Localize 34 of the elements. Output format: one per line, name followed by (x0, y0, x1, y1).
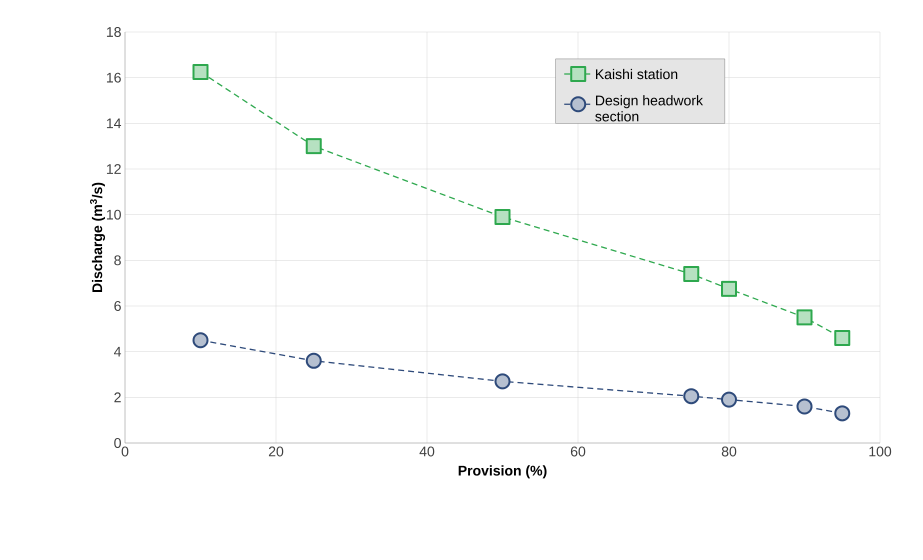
point (306, 352, 322, 369)
x-tick-label: 60 (570, 446, 586, 456)
point (306, 138, 322, 154)
point (834, 330, 850, 346)
y-tick-label: 0 (114, 438, 121, 448)
point (834, 405, 850, 422)
point (721, 392, 738, 408)
point (494, 208, 511, 225)
x-axis-title: Provision (%) (458, 465, 547, 478)
y-tick-label: 12 (106, 164, 121, 174)
y-axis-title: Discharge (m$^{3}$/s) (90, 182, 106, 292)
y-tick-label: 18 (106, 27, 121, 37)
point (683, 266, 700, 282)
y-tick-label: 4 (114, 346, 122, 356)
point (192, 64, 209, 80)
y-tick-label: 16 (106, 72, 121, 83)
x-tick-label: 100 (869, 446, 892, 456)
y-tick-label: 14 (106, 118, 122, 128)
y-tick-label: 2 (114, 392, 121, 402)
point (796, 309, 813, 326)
x-tick-label: 0 (122, 446, 128, 456)
y-tick-label: 10 (106, 210, 121, 220)
point (796, 398, 813, 414)
y-tick-label: 8 (114, 255, 121, 266)
x-tick-label: 80 (722, 446, 736, 456)
x-tick-label: 40 (420, 446, 434, 456)
point (683, 388, 700, 404)
x-tick-label: 20 (268, 446, 284, 456)
y-tick-label: 6 (114, 301, 121, 311)
point (192, 332, 209, 348)
legend-label: Design headwork section (595, 95, 704, 122)
point (721, 280, 738, 297)
point (494, 373, 511, 390)
legend-label: Kaishi station (596, 68, 678, 80)
